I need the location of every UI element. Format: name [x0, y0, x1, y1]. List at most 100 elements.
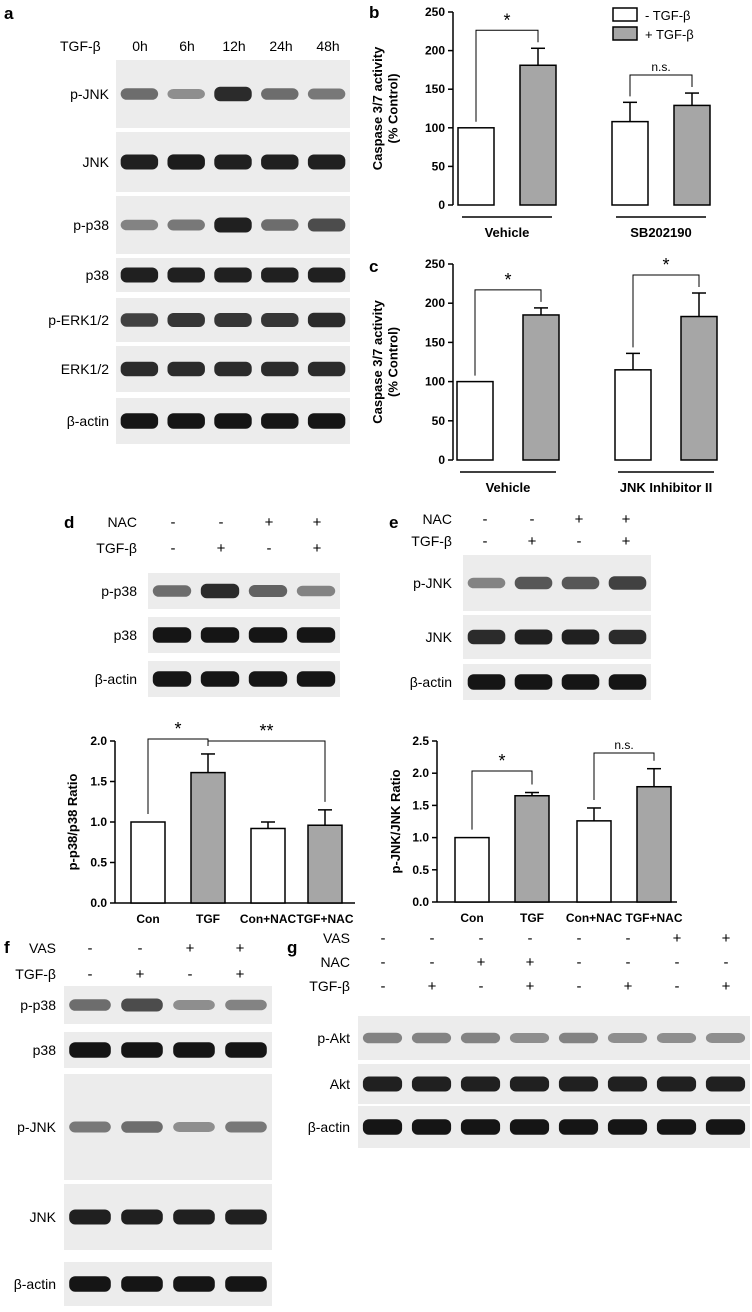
panel-letter: b [369, 3, 379, 22]
y-axis-label-line: p-JNK/JNK Ratio [388, 769, 403, 873]
blot-band [608, 576, 647, 590]
x-tick-label: TGF+NAC [297, 912, 354, 926]
panel-d: d NAC - - + + TGF-β - + - + p-p38 p38 β-actin [64, 513, 340, 697]
treatment-label: NAC [320, 954, 350, 970]
treatment-sign: - [530, 511, 535, 528]
group-label: Vehicle [486, 480, 531, 495]
y-axis-label: Caspase 3/7 activity(% Control) [370, 46, 401, 170]
blot-band [120, 313, 159, 327]
blot-band [173, 1209, 215, 1225]
blot-label: p38 [86, 267, 110, 283]
blot-band [225, 1042, 267, 1058]
blot-band [509, 1119, 550, 1135]
blot-band [296, 627, 336, 643]
blot-band [362, 1119, 403, 1135]
blot-label: β-actin [67, 413, 109, 429]
y-tick-label: 250 [425, 5, 445, 19]
blot-band [656, 1033, 697, 1043]
blot-label: JNK [426, 629, 453, 645]
blot-band [248, 627, 288, 643]
bar [636, 785, 672, 903]
legend-swatch [612, 26, 638, 41]
blot-band [362, 1032, 403, 1044]
chart-c-caspase-jnk-inhibitor: c 0 50 100 150 200 250 Caspase 3/7 activity(% C… [369, 255, 718, 495]
blot-band [705, 1119, 746, 1135]
blot-band [460, 1032, 501, 1044]
panel-a: a TGF-β 0h 6h 12h 24h 48h p-JNKJNKp-p38p38p-… [4, 4, 350, 444]
blot-band [460, 1119, 501, 1135]
panel-a-timepoints: 0h 6h 12h 24h 48h [132, 38, 339, 54]
blot-band [460, 1076, 501, 1092]
treatment-sign: - [528, 930, 533, 947]
blot-band [307, 267, 346, 283]
blot-label: p-JNK [17, 1119, 57, 1135]
blot-band [121, 1276, 163, 1292]
blot-band [214, 313, 252, 327]
treatment-sign: - [88, 940, 93, 957]
chart-e-pjnk-ratio: 0.0 0.5 1.0 1.5 2.0 2.5 p-JNK/JNK Ratio Con TGF C… [388, 734, 683, 925]
blot-band [120, 219, 159, 231]
blot-band [225, 1121, 267, 1133]
y-tick-label: 100 [425, 121, 445, 135]
significance-bracket [629, 74, 693, 97]
blot-band [467, 674, 506, 690]
y-tick-label: 50 [432, 159, 446, 173]
y-axis-label-line: p-p38/p38 Ratio [65, 774, 80, 871]
blot-band [705, 1033, 746, 1043]
bar [514, 794, 550, 903]
blot-label: p-p38 [73, 217, 109, 233]
blot-label: p38 [33, 1042, 57, 1058]
y-tick-label: 200 [425, 44, 445, 58]
y-axis-label: p-p38/p38 Ratio [65, 774, 80, 871]
significance-label: n.s. [651, 60, 670, 74]
y-tick-label: 2.0 [412, 766, 429, 780]
blot-band [214, 86, 252, 102]
panel-d-blots: p-p38 p38 β-actin [95, 573, 340, 697]
legend-label: - TGF-β [645, 8, 691, 23]
blot-label: β-actin [95, 671, 137, 687]
y-tick-label: 150 [425, 335, 445, 349]
treatment-sign: + [136, 966, 145, 983]
blot-band [248, 671, 288, 687]
treatment-sign: - [483, 533, 488, 550]
treatment-sign: - [675, 954, 680, 971]
blot-band [608, 674, 647, 690]
blot-label: p-JNK [70, 86, 110, 102]
treatment-sign: - [626, 930, 631, 947]
treatment-sign: - [675, 978, 680, 995]
blot-band [514, 576, 553, 590]
blot-label: β-actin [308, 1119, 350, 1135]
y-tick-label: 1.5 [90, 775, 107, 789]
blot-band [120, 267, 159, 283]
bar [190, 771, 226, 904]
y-tick-label: 0 [438, 198, 445, 212]
significance-bracket [632, 274, 700, 348]
blot-band [261, 219, 299, 231]
panel-letter: c [369, 257, 378, 276]
panel-letter-d: d [64, 513, 74, 532]
blot-band [307, 413, 346, 429]
treatment-sign: - [219, 514, 224, 531]
blot-band [261, 361, 299, 377]
panel-e-treatment-rows: NAC - - + + TGF-β - + - + [411, 511, 630, 550]
treatment-sign: - [430, 930, 435, 947]
blot-band [167, 267, 205, 283]
panel-e: e NAC - - + + TGF-β - + - + p-JNK JNK β-actin [389, 511, 651, 700]
panel-f-treatment-rows: VAS - - + + TGF-β - + - + [15, 940, 244, 983]
blot-band [608, 629, 647, 645]
blot-band [152, 671, 192, 687]
blot-band [167, 413, 205, 429]
blot-band [120, 413, 159, 429]
treatment-sign: - [171, 514, 176, 531]
blot-band [296, 585, 336, 597]
blot-band [120, 88, 159, 100]
significance-label: n.s. [614, 738, 633, 752]
panel-d-treatment-rows: NAC - - + + TGF-β - + - + [96, 514, 321, 557]
treatment-sign: - [88, 966, 93, 983]
timepoint-label: 48h [316, 38, 339, 54]
blot-band [69, 1042, 111, 1058]
bar [250, 827, 286, 904]
y-tick-label: 1.0 [90, 815, 107, 829]
x-tick-label: Con [460, 911, 483, 925]
